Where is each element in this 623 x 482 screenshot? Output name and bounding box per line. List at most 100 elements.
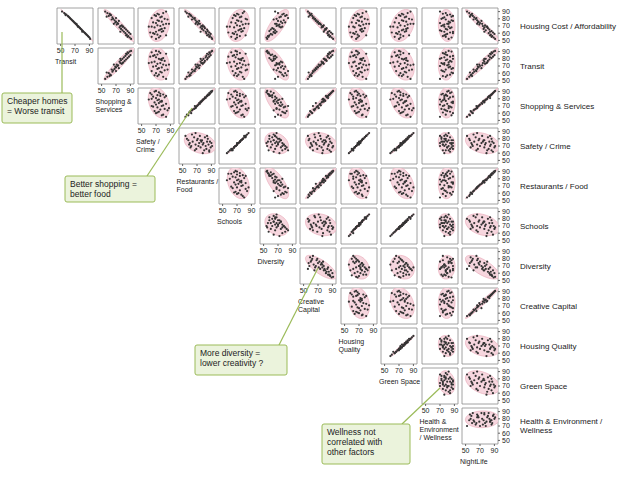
svg-text:60: 60 xyxy=(502,310,510,317)
svg-text:90: 90 xyxy=(502,88,510,95)
svg-text:90: 90 xyxy=(502,128,510,135)
svg-text:80: 80 xyxy=(502,335,510,342)
svg-text:70: 70 xyxy=(502,22,510,29)
svg-text:50: 50 xyxy=(381,367,389,374)
svg-text:90: 90 xyxy=(329,287,337,294)
svg-text:70: 70 xyxy=(436,407,444,414)
svg-text:50: 50 xyxy=(502,237,510,244)
svg-text:70: 70 xyxy=(502,382,510,389)
svg-text:90: 90 xyxy=(502,8,510,15)
svg-text:90: 90 xyxy=(502,208,510,215)
svg-text:80: 80 xyxy=(502,15,510,22)
svg-text:70: 70 xyxy=(395,367,403,374)
svg-text:70: 70 xyxy=(502,142,510,149)
svg-text:80: 80 xyxy=(502,375,510,382)
svg-text:50: 50 xyxy=(502,397,510,404)
svg-text:60: 60 xyxy=(502,70,510,77)
svg-text:50: 50 xyxy=(259,247,267,254)
svg-text:60: 60 xyxy=(502,110,510,117)
svg-text:90: 90 xyxy=(450,407,458,414)
svg-text:70: 70 xyxy=(476,447,484,454)
svg-text:60: 60 xyxy=(502,270,510,277)
svg-text:50: 50 xyxy=(138,127,146,134)
svg-text:60: 60 xyxy=(502,350,510,357)
svg-text:50: 50 xyxy=(340,327,348,334)
svg-text:70: 70 xyxy=(502,182,510,189)
svg-text:70: 70 xyxy=(502,262,510,269)
svg-text:90: 90 xyxy=(126,87,134,94)
svg-text:90: 90 xyxy=(410,367,418,374)
svg-text:50: 50 xyxy=(502,357,510,364)
svg-text:= Worse transit: = Worse transit xyxy=(8,106,65,116)
svg-text:90: 90 xyxy=(491,447,499,454)
svg-text:70: 70 xyxy=(152,127,160,134)
svg-text:50: 50 xyxy=(502,37,510,44)
svg-text:90: 90 xyxy=(288,247,296,254)
svg-text:80: 80 xyxy=(502,415,510,422)
svg-text:70: 70 xyxy=(274,247,282,254)
svg-text:Better shopping =: Better shopping = xyxy=(70,179,137,189)
svg-text:50: 50 xyxy=(421,407,429,414)
svg-text:90: 90 xyxy=(502,368,510,375)
svg-text:70: 70 xyxy=(193,167,201,174)
svg-text:50: 50 xyxy=(502,437,510,444)
svg-text:90: 90 xyxy=(502,408,510,415)
svg-text:correlated with: correlated with xyxy=(327,437,383,447)
svg-text:80: 80 xyxy=(502,255,510,262)
svg-text:70: 70 xyxy=(502,222,510,229)
svg-text:lower creativity ?: lower creativity ? xyxy=(200,358,264,368)
svg-text:80: 80 xyxy=(502,55,510,62)
svg-text:50: 50 xyxy=(178,167,186,174)
svg-text:50: 50 xyxy=(97,87,105,94)
svg-text:50: 50 xyxy=(462,447,470,454)
svg-text:60: 60 xyxy=(502,150,510,157)
svg-text:70: 70 xyxy=(355,327,363,334)
svg-text:70: 70 xyxy=(233,207,241,214)
svg-text:70: 70 xyxy=(502,102,510,109)
svg-text:More diversity =: More diversity = xyxy=(200,348,260,358)
svg-text:70: 70 xyxy=(112,87,120,94)
svg-text:Cheaper homes: Cheaper homes xyxy=(8,96,67,106)
svg-text:90: 90 xyxy=(502,288,510,295)
svg-text:90: 90 xyxy=(207,167,215,174)
svg-text:80: 80 xyxy=(502,135,510,142)
svg-text:60: 60 xyxy=(502,430,510,437)
svg-text:50: 50 xyxy=(219,207,227,214)
svg-text:70: 70 xyxy=(71,47,79,54)
svg-text:50: 50 xyxy=(502,197,510,204)
svg-text:70: 70 xyxy=(314,287,322,294)
svg-text:other factors: other factors xyxy=(327,447,374,457)
svg-text:50: 50 xyxy=(57,47,65,54)
svg-text:80: 80 xyxy=(502,95,510,102)
svg-text:80: 80 xyxy=(502,175,510,182)
svg-text:90: 90 xyxy=(502,168,510,175)
svg-text:50: 50 xyxy=(502,77,510,84)
svg-text:90: 90 xyxy=(369,327,377,334)
svg-text:90: 90 xyxy=(502,248,510,255)
svg-text:60: 60 xyxy=(502,190,510,197)
svg-text:80: 80 xyxy=(502,295,510,302)
svg-text:90: 90 xyxy=(86,47,94,54)
svg-text:90: 90 xyxy=(248,207,256,214)
svg-text:better food: better food xyxy=(70,189,111,199)
svg-text:50: 50 xyxy=(502,117,510,124)
svg-text:90: 90 xyxy=(502,48,510,55)
svg-text:60: 60 xyxy=(502,390,510,397)
svg-text:50: 50 xyxy=(502,277,510,284)
svg-text:80: 80 xyxy=(502,215,510,222)
svg-text:70: 70 xyxy=(502,302,510,309)
svg-text:60: 60 xyxy=(502,30,510,37)
html-text:Health & Environment / Wellnes: Health & Environment / Wellness xyxy=(419,418,459,441)
svg-text:70: 70 xyxy=(502,62,510,69)
svg-text:Wellness not: Wellness not xyxy=(327,427,376,437)
svg-text:70: 70 xyxy=(502,342,510,349)
svg-text:50: 50 xyxy=(502,157,510,164)
svg-text:90: 90 xyxy=(502,328,510,335)
svg-text:50: 50 xyxy=(300,287,308,294)
html-text:Health & Environment / Wellnes: Health & Environment / Wellness xyxy=(520,417,603,435)
html-text:Shopping & Services: Shopping & Services xyxy=(95,98,132,113)
svg-text:70: 70 xyxy=(502,422,510,429)
svg-text:90: 90 xyxy=(167,127,175,134)
svg-text:60: 60 xyxy=(502,230,510,237)
svg-text:50: 50 xyxy=(502,317,510,324)
